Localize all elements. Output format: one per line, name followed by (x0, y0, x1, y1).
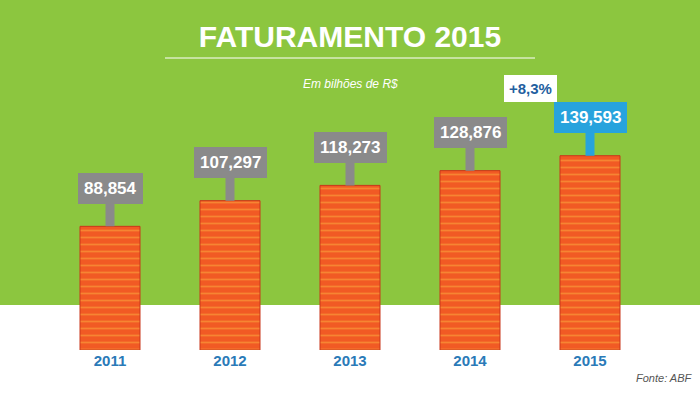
svg-text:2012: 2012 (213, 352, 246, 369)
svg-text:FATURAMENTO 2015: FATURAMENTO 2015 (199, 20, 501, 53)
svg-text:2014: 2014 (453, 352, 487, 369)
svg-text:128,876: 128,876 (440, 123, 501, 142)
svg-text:139,593: 139,593 (560, 108, 621, 127)
svg-text:118,273: 118,273 (320, 138, 381, 157)
svg-text:88,854: 88,854 (84, 179, 137, 198)
svg-text:107,297: 107,297 (200, 153, 261, 172)
svg-text:2011: 2011 (94, 352, 127, 369)
svg-text:2013: 2013 (333, 352, 366, 369)
svg-text:+8,3%: +8,3% (509, 80, 552, 97)
svg-text:2015: 2015 (573, 352, 606, 369)
svg-text:Em bilhões de R$: Em bilhões de R$ (303, 77, 398, 91)
svg-text:Fonte: ABF: Fonte: ABF (636, 372, 693, 384)
